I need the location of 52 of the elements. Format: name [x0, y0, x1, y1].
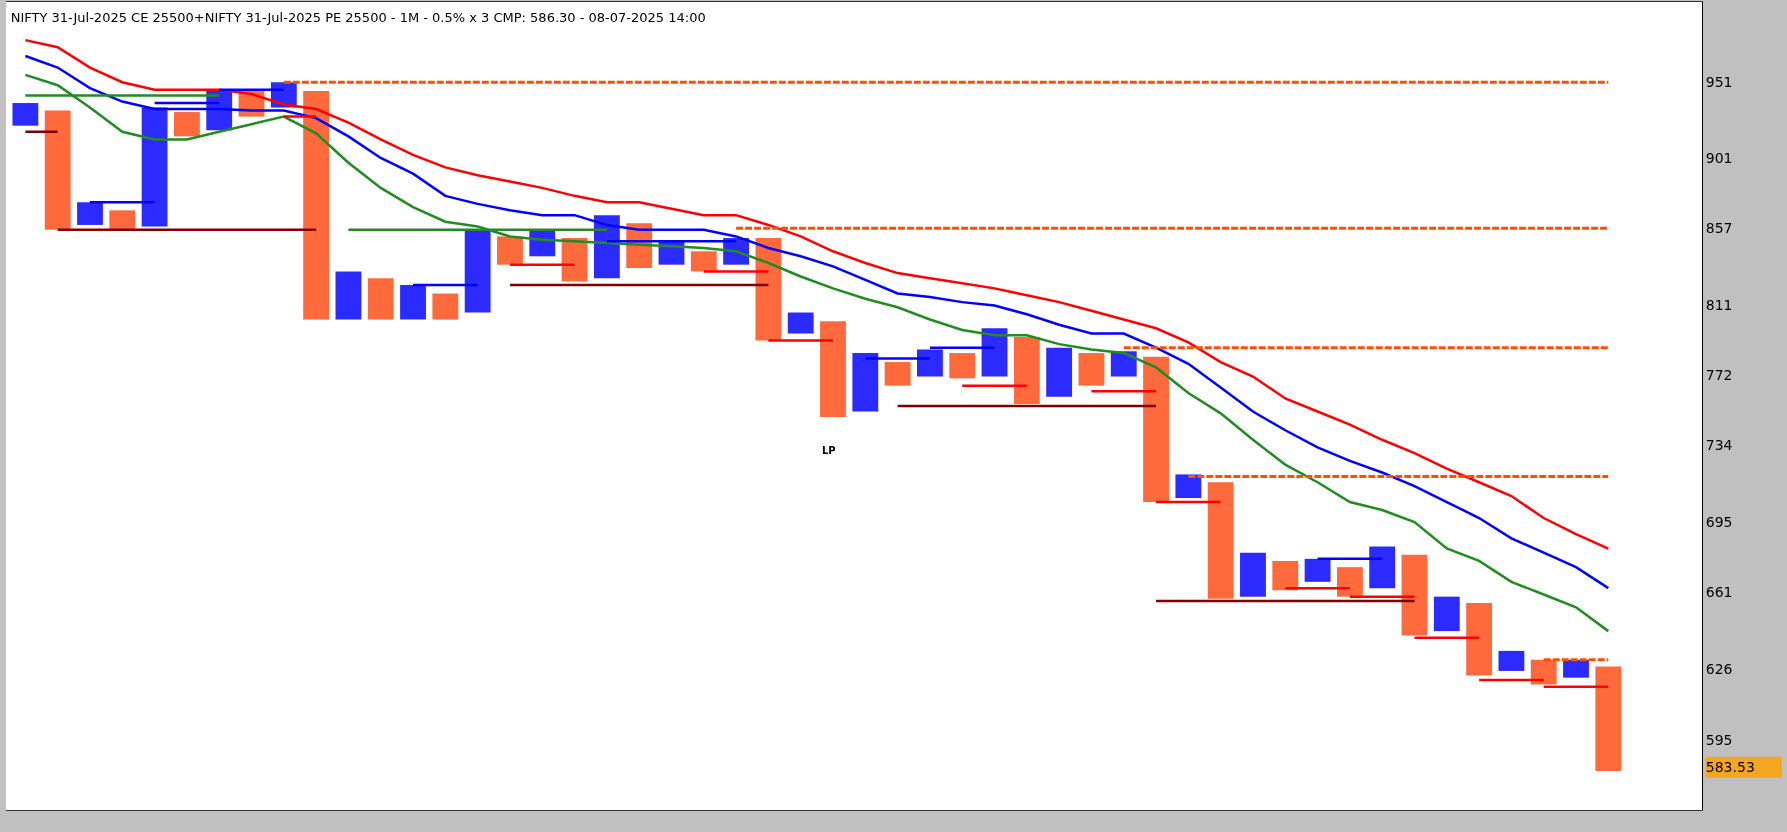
bar: [1563, 659, 1589, 678]
bar: [367, 278, 394, 320]
bar: [400, 284, 426, 320]
bar: [981, 328, 1008, 377]
bar: [1304, 558, 1331, 582]
y-tick-label: 811: [1705, 297, 1733, 314]
bar: [12, 103, 39, 126]
bar: [690, 251, 717, 272]
bar: [335, 271, 362, 320]
bar: [1272, 560, 1299, 591]
bar: [1466, 603, 1493, 676]
y-tick-label: 595: [1705, 731, 1733, 748]
bar: [1369, 546, 1396, 589]
text: NIFTY 31-Jul-2025 CE 25500+NIFTY 31-Jul-2025 PE 25500 - 1M - 0.5% x 3 CMP: 586.30 - 08-07-2025 14:00: [10, 9, 706, 25]
bar: [852, 353, 879, 412]
bar: [916, 349, 943, 377]
y-tick-label: 857: [1705, 220, 1733, 237]
bar: [1401, 554, 1428, 636]
bar: [303, 91, 330, 320]
bar: [1433, 596, 1460, 632]
bar: [44, 110, 71, 230]
bar: [109, 210, 136, 230]
bar: [1013, 337, 1040, 405]
bar: [497, 236, 523, 265]
y-tick-label: 695: [1705, 513, 1733, 530]
bar: [1530, 659, 1557, 685]
y-tick-label: 951: [1705, 74, 1733, 91]
y-tick-label: 734: [1705, 437, 1733, 454]
y-tick-label: 661: [1705, 584, 1733, 601]
y-tick-label: 901: [1705, 149, 1733, 166]
bar: [820, 321, 846, 418]
bar: [1046, 347, 1073, 397]
bar: [432, 293, 459, 320]
y-tick-label: 583.53: [1705, 759, 1755, 776]
bar: [787, 312, 814, 334]
bar: [173, 112, 200, 137]
annotation: LP: [822, 445, 836, 456]
bar: [1336, 567, 1363, 597]
y-tick-label: 626: [1705, 660, 1733, 677]
bar: [1143, 356, 1169, 503]
bar: [1175, 474, 1202, 499]
bar: [1240, 552, 1266, 597]
bar: [77, 202, 103, 225]
bar: [1207, 482, 1234, 599]
bar: [949, 353, 976, 379]
bar: [1078, 353, 1105, 386]
y-tick-label: 772: [1705, 366, 1733, 383]
bar: [884, 362, 911, 386]
bar: [464, 229, 491, 313]
bar: [141, 107, 168, 227]
bar: [1595, 666, 1622, 771]
bar: [1498, 650, 1525, 671]
